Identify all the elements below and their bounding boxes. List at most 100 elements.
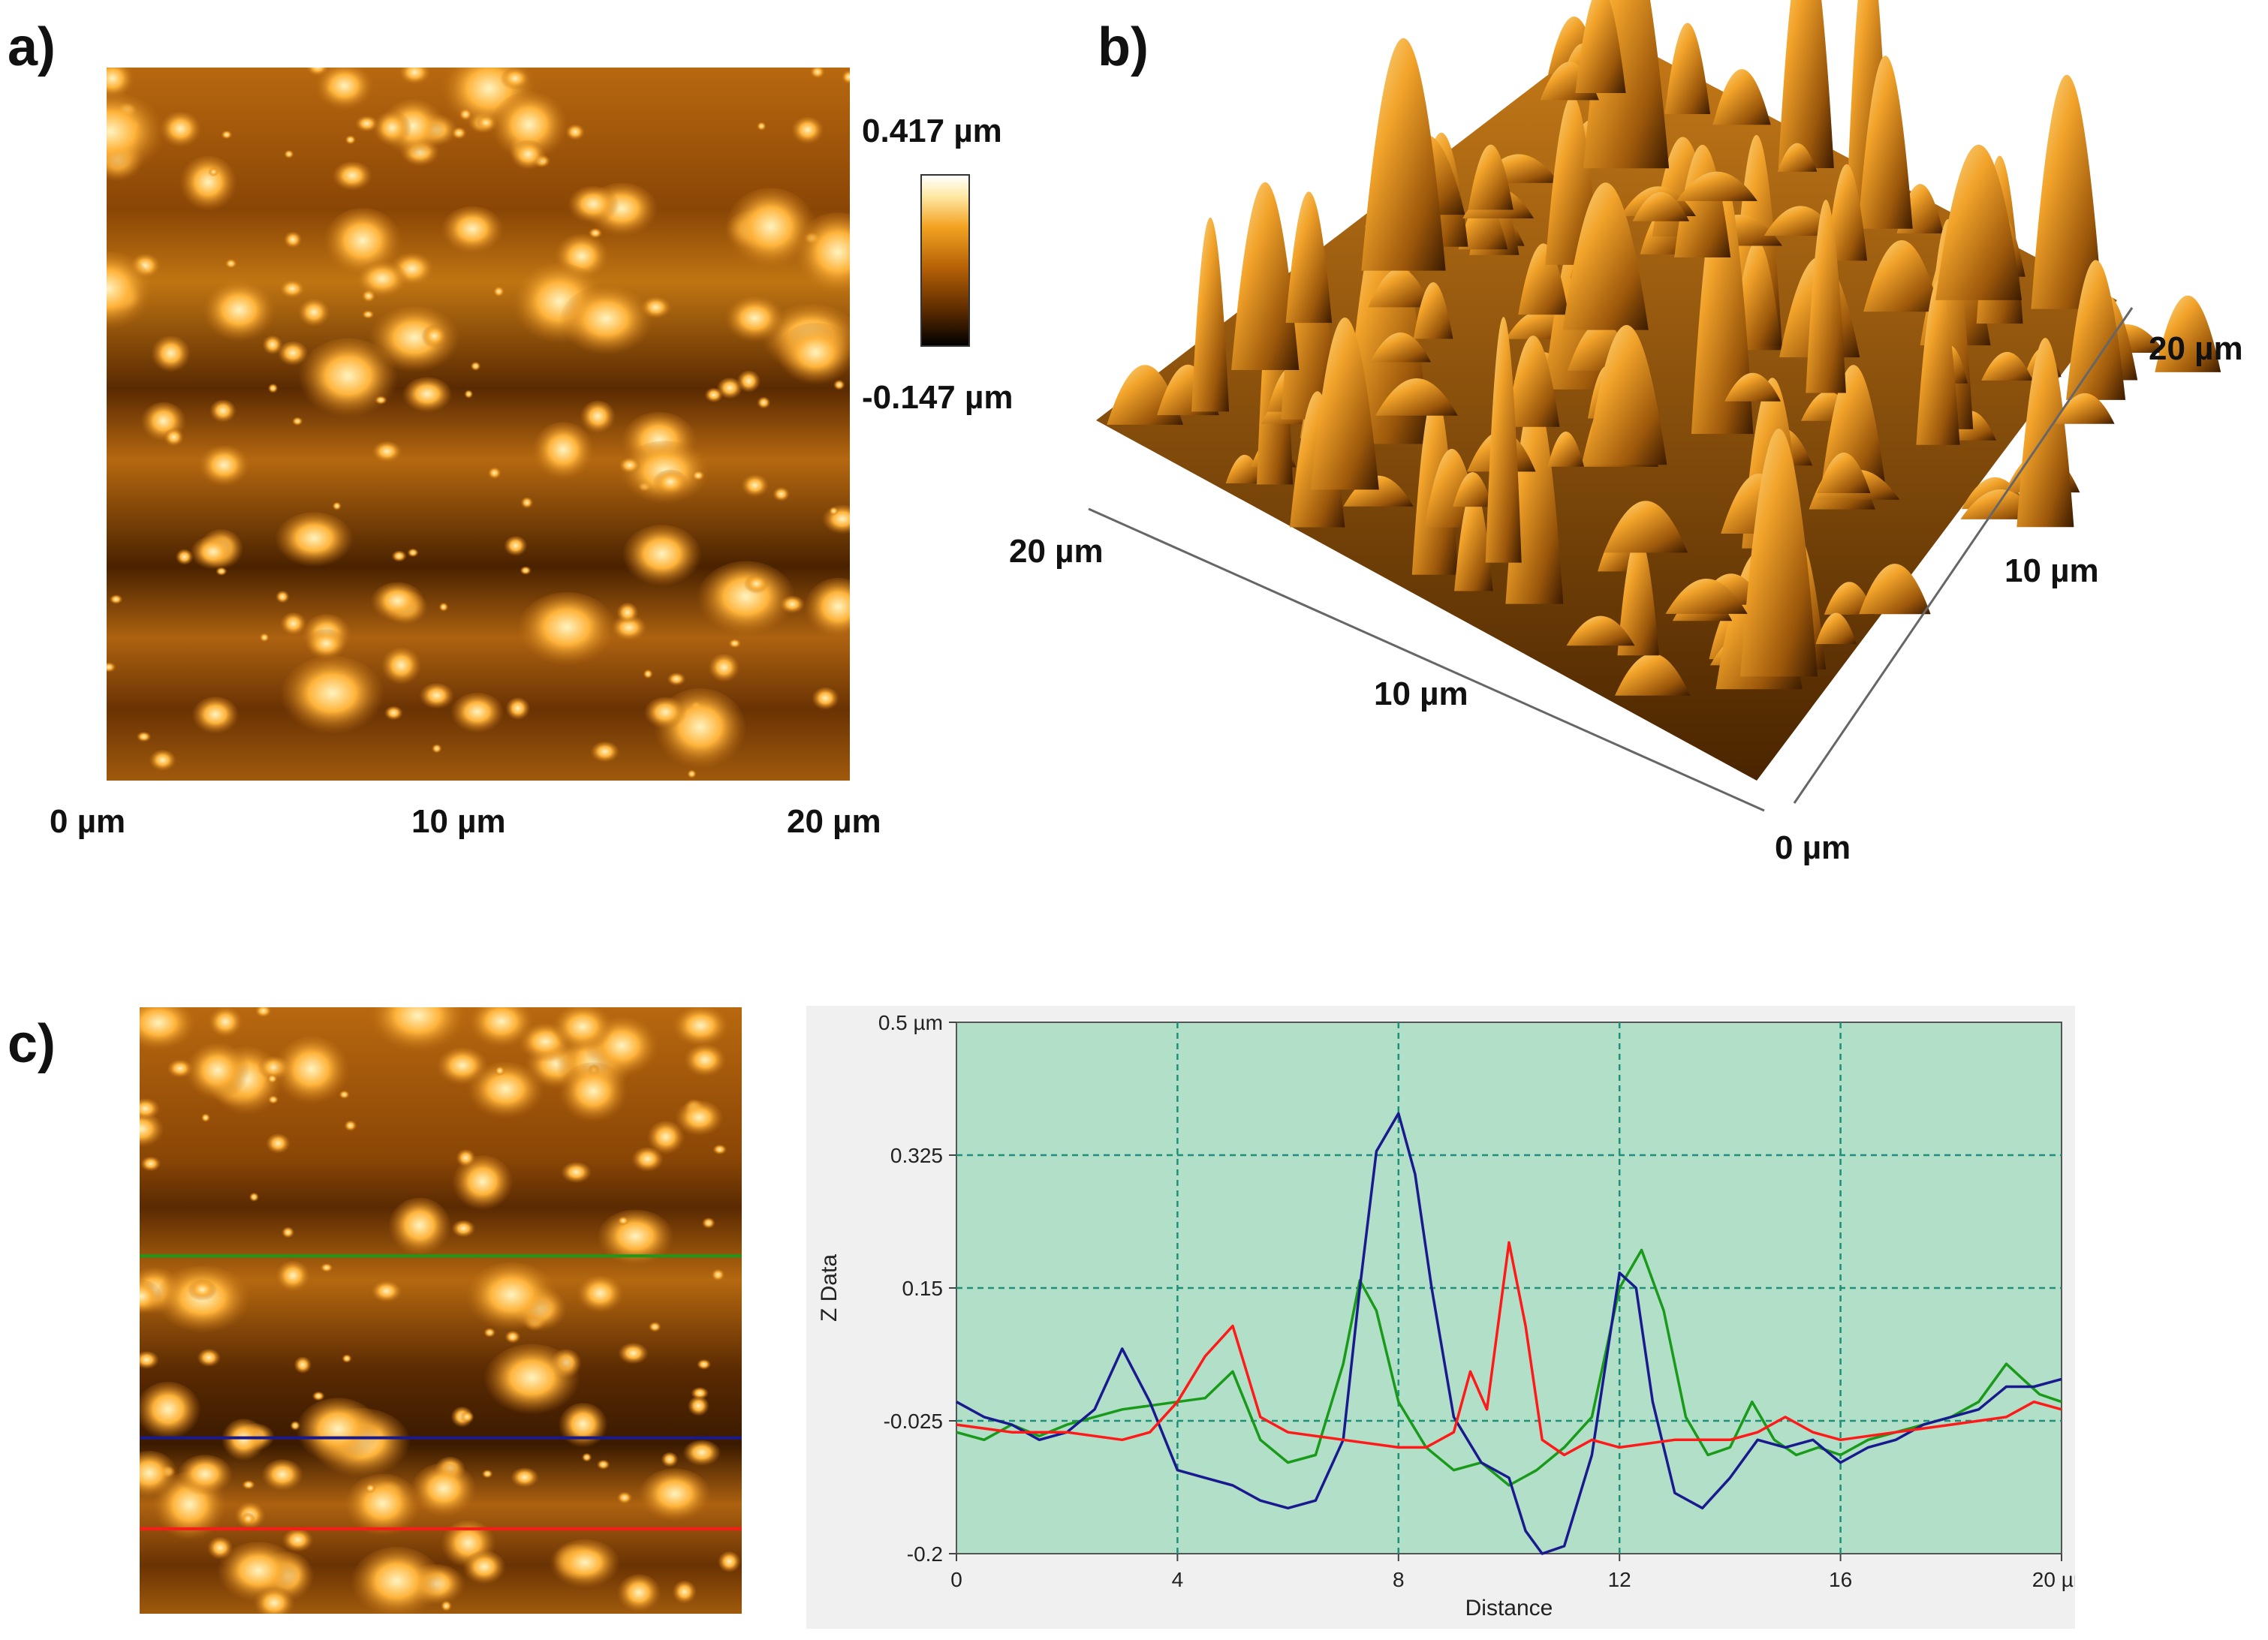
afm-grain [504,536,528,558]
afm-grain [419,683,454,711]
afm-grain [791,116,824,146]
surface-peak [1863,240,1941,312]
afm-grain [191,697,239,736]
afm-grain [560,1162,592,1184]
afm-grain [410,1463,477,1521]
afm-grain [140,1280,163,1317]
afm-grain [221,1419,267,1464]
afm-grain [136,732,152,743]
x-tick-a-20: 20 µm [787,803,881,840]
afm-grain [618,1343,649,1366]
afm-grain [320,1263,333,1273]
afm-grain [558,1062,628,1127]
afm-grain [696,561,796,640]
afm-grain [551,1007,614,1055]
afm-grain [284,149,294,159]
afm-grain [344,1120,357,1133]
afm-grain [265,1133,291,1155]
surface-peak [1981,351,2033,381]
afm-grain [643,669,653,680]
afm-grain [431,744,442,754]
afm-grain [691,471,705,482]
afm-image-c [140,1007,742,1614]
afm-grain [262,336,283,356]
afm-grain [294,1356,312,1375]
afm-grain [803,577,850,642]
afm-grain [520,566,532,576]
afm-grain [369,306,460,376]
surface-peak [1826,164,1867,261]
afm-grain [661,1452,679,1468]
afm-height-map-c [140,1007,742,1614]
x-tick-label: 8 [1393,1568,1405,1591]
afm-grain [344,1473,421,1540]
afm-grain [565,124,586,142]
afm-grain [381,647,422,688]
afm-grain [209,399,237,424]
surface-peak [1310,317,1379,490]
surface-axis-label-left-20: 20 µm [1009,533,1104,570]
afm-image-a [107,68,850,781]
afm-grain [559,285,654,360]
afm-grain [596,1460,610,1470]
tick-labels: 0 4 8 12 16 20 µm -0.2 -0.025 0.15 0.325 0.5 µm [878,1011,2091,1591]
afm-grain [811,687,839,712]
afm-grain [451,127,467,140]
afm-grain [332,501,342,511]
surface-peak [1691,173,1754,435]
surface-peak [2066,260,2126,400]
surface-peak [1468,144,1514,210]
afm-grain [279,612,307,637]
afm-grain [704,387,724,404]
surface-peak [1676,171,1757,201]
afm-grain [207,1007,243,1040]
afm-grain [494,1066,505,1076]
surface-peak [1485,317,1522,563]
y-tick-label: 0.15 [902,1277,944,1300]
afm-grain [743,574,770,595]
afm-grain [667,673,686,687]
afm-grain [841,70,850,86]
afm-grain [617,1216,629,1226]
afm-grain [492,286,505,298]
afm-grain [596,1209,675,1269]
x-tick-label: 12 [1608,1568,1631,1591]
afm-grain [532,422,595,484]
surface-peak [1665,578,1748,614]
surface-peak [1454,487,1493,591]
afm-grain [683,1044,727,1079]
afm-grain [724,296,785,345]
afm-grains-a [107,68,850,779]
afm-grain [646,1121,685,1157]
afm-grain [756,122,767,131]
surface-peak [1815,612,1857,645]
surface-peak [1413,282,1453,339]
x-tick-a-10: 10 µm [411,803,506,840]
afm-grain [697,1359,712,1371]
afm-grain [200,1113,211,1123]
afm-grain [576,1275,625,1316]
colorbar-max-label: 0.417 µm [862,113,1002,149]
surface-peak [2155,295,2221,372]
surface-peak [1778,0,1834,168]
afm-grain [716,378,743,401]
afm-grain [580,400,616,435]
afm-grain [283,231,303,250]
surface-axis-label-left-10: 10 µm [1374,676,1468,712]
afm-grain [476,115,496,132]
surface-peak [1368,268,1431,308]
series-lines [956,1112,2062,1555]
afm-grain [107,251,155,335]
afm-grain [297,338,399,422]
afm-grain [368,1007,468,1057]
afm-grain [273,1036,351,1109]
afm-grain [465,1262,558,1335]
colorbar [920,174,970,347]
surface-peak [1664,23,1710,114]
afm-grain [179,155,238,215]
surface-peak [1575,0,1626,93]
afm-grain [440,1600,453,1613]
surface-peak [1935,144,2023,300]
afm-grain [190,535,236,572]
afm-grain [140,1112,164,1150]
